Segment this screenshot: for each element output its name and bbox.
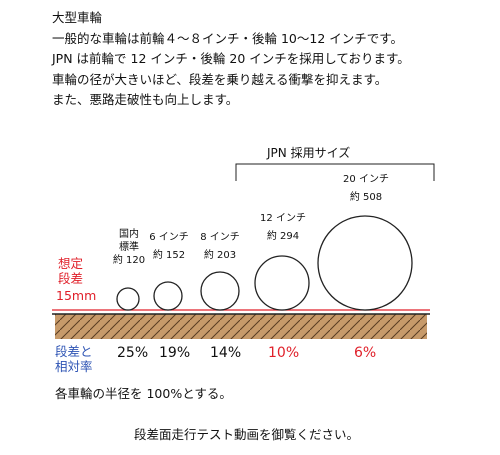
intro-line-4: また、悪路走破性も向上します。 — [52, 92, 239, 107]
ratio-label-line-2: 相対率 — [55, 359, 93, 374]
wheel-label-152: 6 インチ 約 152 — [146, 231, 192, 262]
jpn-bracket — [235, 163, 435, 181]
wheel-circle-152 — [153, 281, 183, 311]
intro-line-1: 一般的な車輪は前輪４～８インチ・後輪 10～12 インチです。 — [52, 30, 404, 46]
step-label-line-2: 段差 — [58, 271, 84, 286]
wheel-label-508: 20 インチ 約 508 — [341, 173, 391, 204]
step-label-value: 15mm — [56, 288, 97, 303]
ratio-152: 19% — [159, 345, 191, 361]
wheel-circle-294 — [254, 255, 310, 311]
footnote: 各車輪の半径を 100%とする。 — [55, 386, 232, 401]
wheel-label-152-line-2: 約 152 — [152, 250, 186, 261]
ratio-203: 14% — [210, 345, 242, 361]
ratio-label-line-1: 段差と — [55, 344, 93, 359]
wheel-label-120-line-1: 国内 — [119, 229, 139, 240]
ratio-label: 段差と 相対率 — [55, 344, 93, 374]
wheel-circle-120 — [116, 287, 140, 311]
ratio-508: 6% — [354, 345, 377, 361]
step-label-line-1: 想定 — [58, 256, 84, 271]
intro-line-2: JPN は前輪で 12 インチ・後輪 20 インチを採用しております。 — [52, 51, 410, 66]
wheel-label-508-line-2: 約 508 — [349, 192, 383, 203]
ratio-294: 10% — [268, 345, 300, 361]
ground — [55, 314, 427, 339]
wheel-label-120-line-2: 標準 — [119, 242, 139, 253]
wheel-label-120-line-3: 約 120 — [112, 255, 146, 266]
wheel-circle-203 — [200, 271, 240, 311]
video-caption: 段差面走行テスト動画を御覧ください。 — [134, 427, 360, 442]
intro-title: 大型車輪 — [52, 10, 103, 25]
wheel-label-294-line-2: 約 294 — [266, 231, 300, 242]
wheel-label-203-line-2: 約 203 — [203, 250, 237, 261]
intro-text: 大型車輪 一般的な車輪は前輪４～８インチ・後輪 10～12 インチです。 JPN… — [52, 8, 410, 111]
jpn-bracket-label: JPN 採用サイズ — [267, 146, 351, 160]
wheel-label-294: 12 インチ 約 294 — [259, 212, 307, 243]
wheel-label-508-line-1: 20 インチ — [343, 174, 389, 185]
wheel-label-294-line-1: 12 インチ — [260, 213, 306, 224]
wheel-circle-508 — [317, 215, 413, 311]
wheel-label-203: 8 インチ 約 203 — [196, 231, 244, 262]
wheel-label-152-line-1: 6 インチ — [149, 232, 189, 243]
wheel-label-120: 国内 標準 約 120 — [112, 228, 146, 267]
step-label: 想定 段差 — [58, 256, 83, 286]
wheel-label-203-line-1: 8 インチ — [200, 232, 240, 243]
intro-line-3: 車輪の径が大きいほど、段差を乗り越える衝撃を抑えます。 — [52, 71, 388, 87]
ratio-120: 25% — [117, 345, 149, 361]
